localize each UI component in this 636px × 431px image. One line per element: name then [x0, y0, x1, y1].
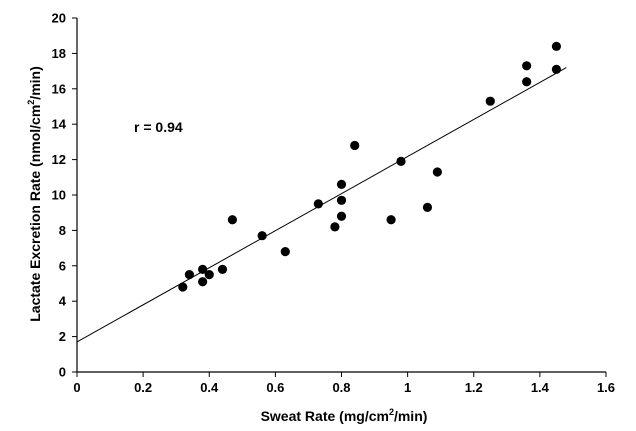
data-point — [551, 64, 562, 74]
data-point — [198, 264, 208, 274]
data-point — [485, 96, 495, 106]
data-point — [336, 211, 347, 221]
data-point — [396, 156, 406, 166]
x-axis-title-main: Sweat Rate (mg/cm — [261, 408, 389, 424]
data-point — [432, 167, 442, 177]
data-point — [336, 195, 347, 205]
data-point — [204, 270, 214, 280]
y-tick-label: 18 — [52, 46, 66, 61]
y-tick-label: 2 — [59, 329, 66, 344]
data-point — [257, 231, 267, 241]
x-tick-label: 0.8 — [332, 380, 350, 395]
x-axis-title-superscript: 2 — [389, 407, 394, 417]
x-axis-ticks: 0 0.2 0.4 0.6 0.8 1 1.2 1.4 1.6 — [73, 372, 615, 395]
y-tick-label: 0 — [59, 365, 66, 380]
data-point — [178, 282, 188, 292]
y-tick-label: 16 — [52, 81, 66, 96]
data-point — [386, 215, 396, 225]
x-tick-label: 0.4 — [200, 380, 219, 395]
y-tick-label: 14 — [52, 117, 67, 132]
x-tick-label: 1.6 — [597, 380, 615, 395]
x-tick-label: 0.6 — [266, 380, 284, 395]
data-point — [217, 264, 228, 274]
x-tick-label: 0.2 — [134, 380, 152, 395]
data-point — [522, 77, 532, 87]
y-tick-label: 10 — [52, 188, 66, 203]
data-point — [350, 140, 360, 151]
y-tick-label: 6 — [59, 258, 66, 273]
data-point — [422, 202, 433, 212]
data-point — [227, 215, 237, 225]
correlation-annotation: r = 0.94 — [134, 119, 183, 135]
data-point — [522, 61, 532, 71]
y-axis-title-superscript: 2 — [26, 100, 36, 105]
y-tick-label: 4 — [59, 294, 67, 309]
data-point — [330, 222, 340, 232]
data-point — [336, 179, 347, 189]
x-tick-label: 1 — [404, 380, 411, 395]
data-point — [313, 199, 323, 209]
plot-area — [76, 18, 606, 373]
x-axis-title-end: /min) — [394, 408, 427, 424]
data-point — [184, 270, 195, 280]
data-point — [198, 277, 208, 287]
x-tick-label: 1.2 — [465, 380, 483, 395]
data-point — [551, 41, 562, 51]
y-axis-title: Lactate Excretion Rate (nmol/cm2/min) — [26, 66, 43, 322]
y-tick-label: 12 — [52, 152, 66, 167]
y-axis-title-end: /min) — [27, 66, 43, 99]
y-axis-title-main: Lactate Excretion Rate (nmol/cm — [27, 105, 43, 322]
x-tick-label: 0 — [73, 380, 80, 395]
y-axis-ticks: 0 2 4 6 8 10 12 14 16 18 20 — [52, 11, 77, 380]
data-point — [280, 247, 290, 257]
y-tick-label: 8 — [59, 223, 66, 238]
y-tick-label: 20 — [52, 11, 66, 26]
points-layer — [178, 41, 562, 292]
x-axis-title: Sweat Rate (mg/cm2/min) — [261, 407, 428, 424]
x-tick-label: 1.4 — [531, 380, 550, 395]
